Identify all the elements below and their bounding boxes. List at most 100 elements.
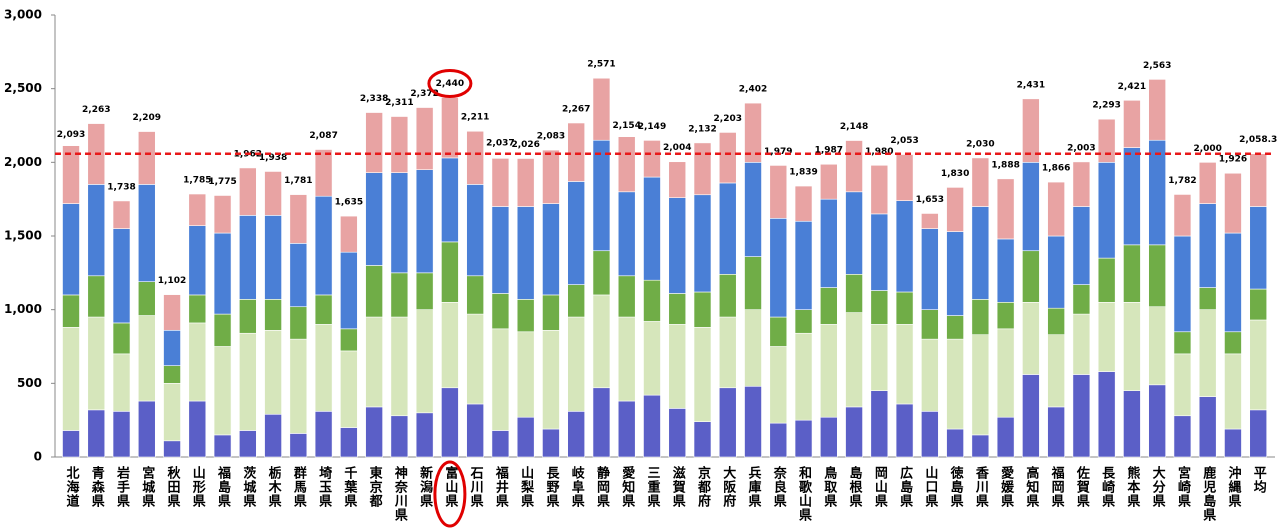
bar-segment bbox=[794, 309, 813, 334]
total-label: 2,026 bbox=[511, 140, 539, 150]
bar-segment bbox=[845, 191, 863, 275]
bar-segment bbox=[1198, 203, 1217, 288]
bar-segment bbox=[946, 231, 964, 316]
bar-segment bbox=[794, 220, 813, 310]
bar-segment bbox=[567, 122, 586, 182]
total-label: 1,635 bbox=[335, 198, 363, 208]
category-label: 群馬県 bbox=[291, 465, 307, 508]
category-label: 徳島県 bbox=[948, 465, 965, 508]
category-label: 新潟県 bbox=[417, 465, 433, 508]
bar-segment bbox=[516, 416, 535, 458]
bar-segment bbox=[542, 203, 560, 296]
total-label: 2,058.3 bbox=[1239, 135, 1277, 145]
bar-segment bbox=[188, 193, 207, 226]
bar-segment bbox=[441, 241, 459, 303]
bar-segment bbox=[415, 412, 434, 458]
total-label: 2,571 bbox=[587, 60, 615, 70]
bar-segment bbox=[340, 251, 358, 330]
bar-segment bbox=[1249, 319, 1268, 411]
category-label: 長野県 bbox=[543, 466, 559, 508]
category-label: 山口県 bbox=[922, 465, 938, 508]
bar-segment bbox=[769, 165, 788, 219]
bar-segment bbox=[1022, 301, 1040, 375]
bar-segment bbox=[516, 158, 535, 207]
bar-segment bbox=[112, 353, 131, 412]
bar-segment bbox=[819, 163, 838, 200]
category-label: 佐賀県 bbox=[1074, 465, 1091, 508]
total-label: 1,102 bbox=[158, 276, 186, 286]
bar-segment bbox=[921, 309, 939, 340]
bar-segment bbox=[415, 169, 434, 274]
category-label: 宮城県 bbox=[139, 465, 155, 508]
total-label: 1,738 bbox=[107, 182, 135, 192]
bar-segment bbox=[163, 329, 181, 366]
bar-segment bbox=[1148, 384, 1166, 458]
category-label: 栃木県 bbox=[266, 465, 283, 508]
bar-segment bbox=[1072, 313, 1091, 375]
category-label: 静岡県 bbox=[594, 465, 610, 508]
bar-segment bbox=[617, 136, 636, 193]
bar-segment bbox=[718, 182, 737, 275]
bar-segment bbox=[239, 332, 257, 431]
bar-segment bbox=[289, 433, 308, 458]
total-label: 1,782 bbox=[1168, 176, 1196, 186]
bar-segment bbox=[1022, 162, 1040, 252]
bar-segment bbox=[466, 403, 484, 458]
category-label: 山形県 bbox=[190, 465, 206, 508]
bar-segment bbox=[592, 77, 611, 141]
bar-segment bbox=[1047, 235, 1065, 309]
bar-segment bbox=[1097, 257, 1116, 303]
category-label: 千葉県 bbox=[341, 465, 358, 508]
total-label: 1,839 bbox=[789, 168, 817, 178]
category-label: 岩手県 bbox=[114, 465, 130, 508]
bar-segment bbox=[870, 290, 889, 325]
category-label: 長崎県 bbox=[1099, 466, 1115, 508]
bar-segment bbox=[1123, 244, 1141, 303]
bar-segment bbox=[769, 218, 788, 318]
bar-segment bbox=[264, 299, 282, 331]
total-label: 2,093 bbox=[57, 130, 85, 140]
total-label: 2,148 bbox=[840, 122, 868, 132]
category-label: 香川県 bbox=[973, 465, 990, 508]
category-label: 茨城県 bbox=[240, 465, 256, 508]
bar-segment bbox=[365, 172, 383, 266]
total-label: 2,431 bbox=[1017, 80, 1045, 90]
category-label: 神奈川県 bbox=[392, 465, 409, 522]
category-label: 東京都 bbox=[367, 465, 384, 508]
y-tick-label: 1,500 bbox=[4, 229, 42, 243]
bar-segment bbox=[693, 327, 712, 422]
y-tick-label: 500 bbox=[17, 376, 42, 390]
bar-segment bbox=[314, 149, 333, 197]
total-label: 2,311 bbox=[385, 98, 413, 108]
bar-segment bbox=[264, 215, 282, 300]
bar-segment bbox=[137, 281, 156, 316]
bar-segment bbox=[390, 116, 409, 173]
bar-segment bbox=[744, 256, 762, 310]
bar-segment bbox=[62, 294, 80, 328]
bar-segment bbox=[567, 411, 586, 458]
bar-segment bbox=[718, 316, 737, 389]
bar-segment bbox=[1173, 194, 1192, 237]
bar-segment bbox=[819, 324, 838, 418]
total-label: 2,087 bbox=[309, 131, 337, 141]
bar-segment bbox=[693, 194, 712, 293]
bar-segment bbox=[592, 139, 611, 252]
bar-segment bbox=[542, 149, 560, 204]
highlight-circle bbox=[433, 460, 467, 528]
bar-segment bbox=[264, 413, 282, 458]
total-label: 1,830 bbox=[941, 169, 969, 179]
bar-segment bbox=[289, 194, 308, 244]
category-label: 広島県 bbox=[897, 465, 913, 508]
bar-segment bbox=[1097, 371, 1116, 458]
bar-segment bbox=[516, 331, 535, 418]
bar-segment bbox=[163, 383, 181, 442]
bar-segment bbox=[946, 338, 964, 430]
bar-segment bbox=[137, 400, 156, 458]
category-label: 埼玉県 bbox=[316, 465, 332, 508]
total-label: 1,785 bbox=[183, 176, 211, 186]
bar-segment bbox=[1148, 306, 1166, 386]
bar-segment bbox=[1047, 406, 1065, 458]
bar-segment bbox=[617, 400, 636, 458]
bar-segment bbox=[668, 293, 687, 325]
bar-segment bbox=[1224, 428, 1242, 458]
